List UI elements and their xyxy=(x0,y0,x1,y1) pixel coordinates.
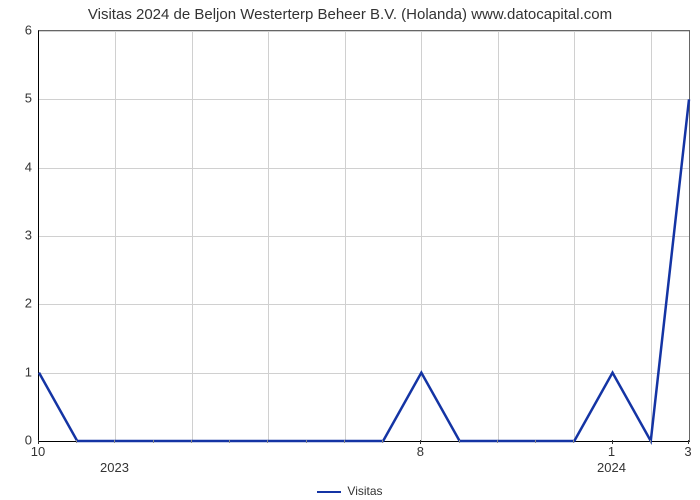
plot-area xyxy=(38,30,690,442)
legend: Visitas xyxy=(0,484,700,498)
line-series xyxy=(39,31,689,441)
legend-swatch xyxy=(317,491,341,493)
legend-label: Visitas xyxy=(347,484,382,498)
chart-container: Visitas 2024 de Beljon Westerterp Beheer… xyxy=(0,0,700,500)
chart-title: Visitas 2024 de Beljon Westerterp Beheer… xyxy=(0,6,700,23)
